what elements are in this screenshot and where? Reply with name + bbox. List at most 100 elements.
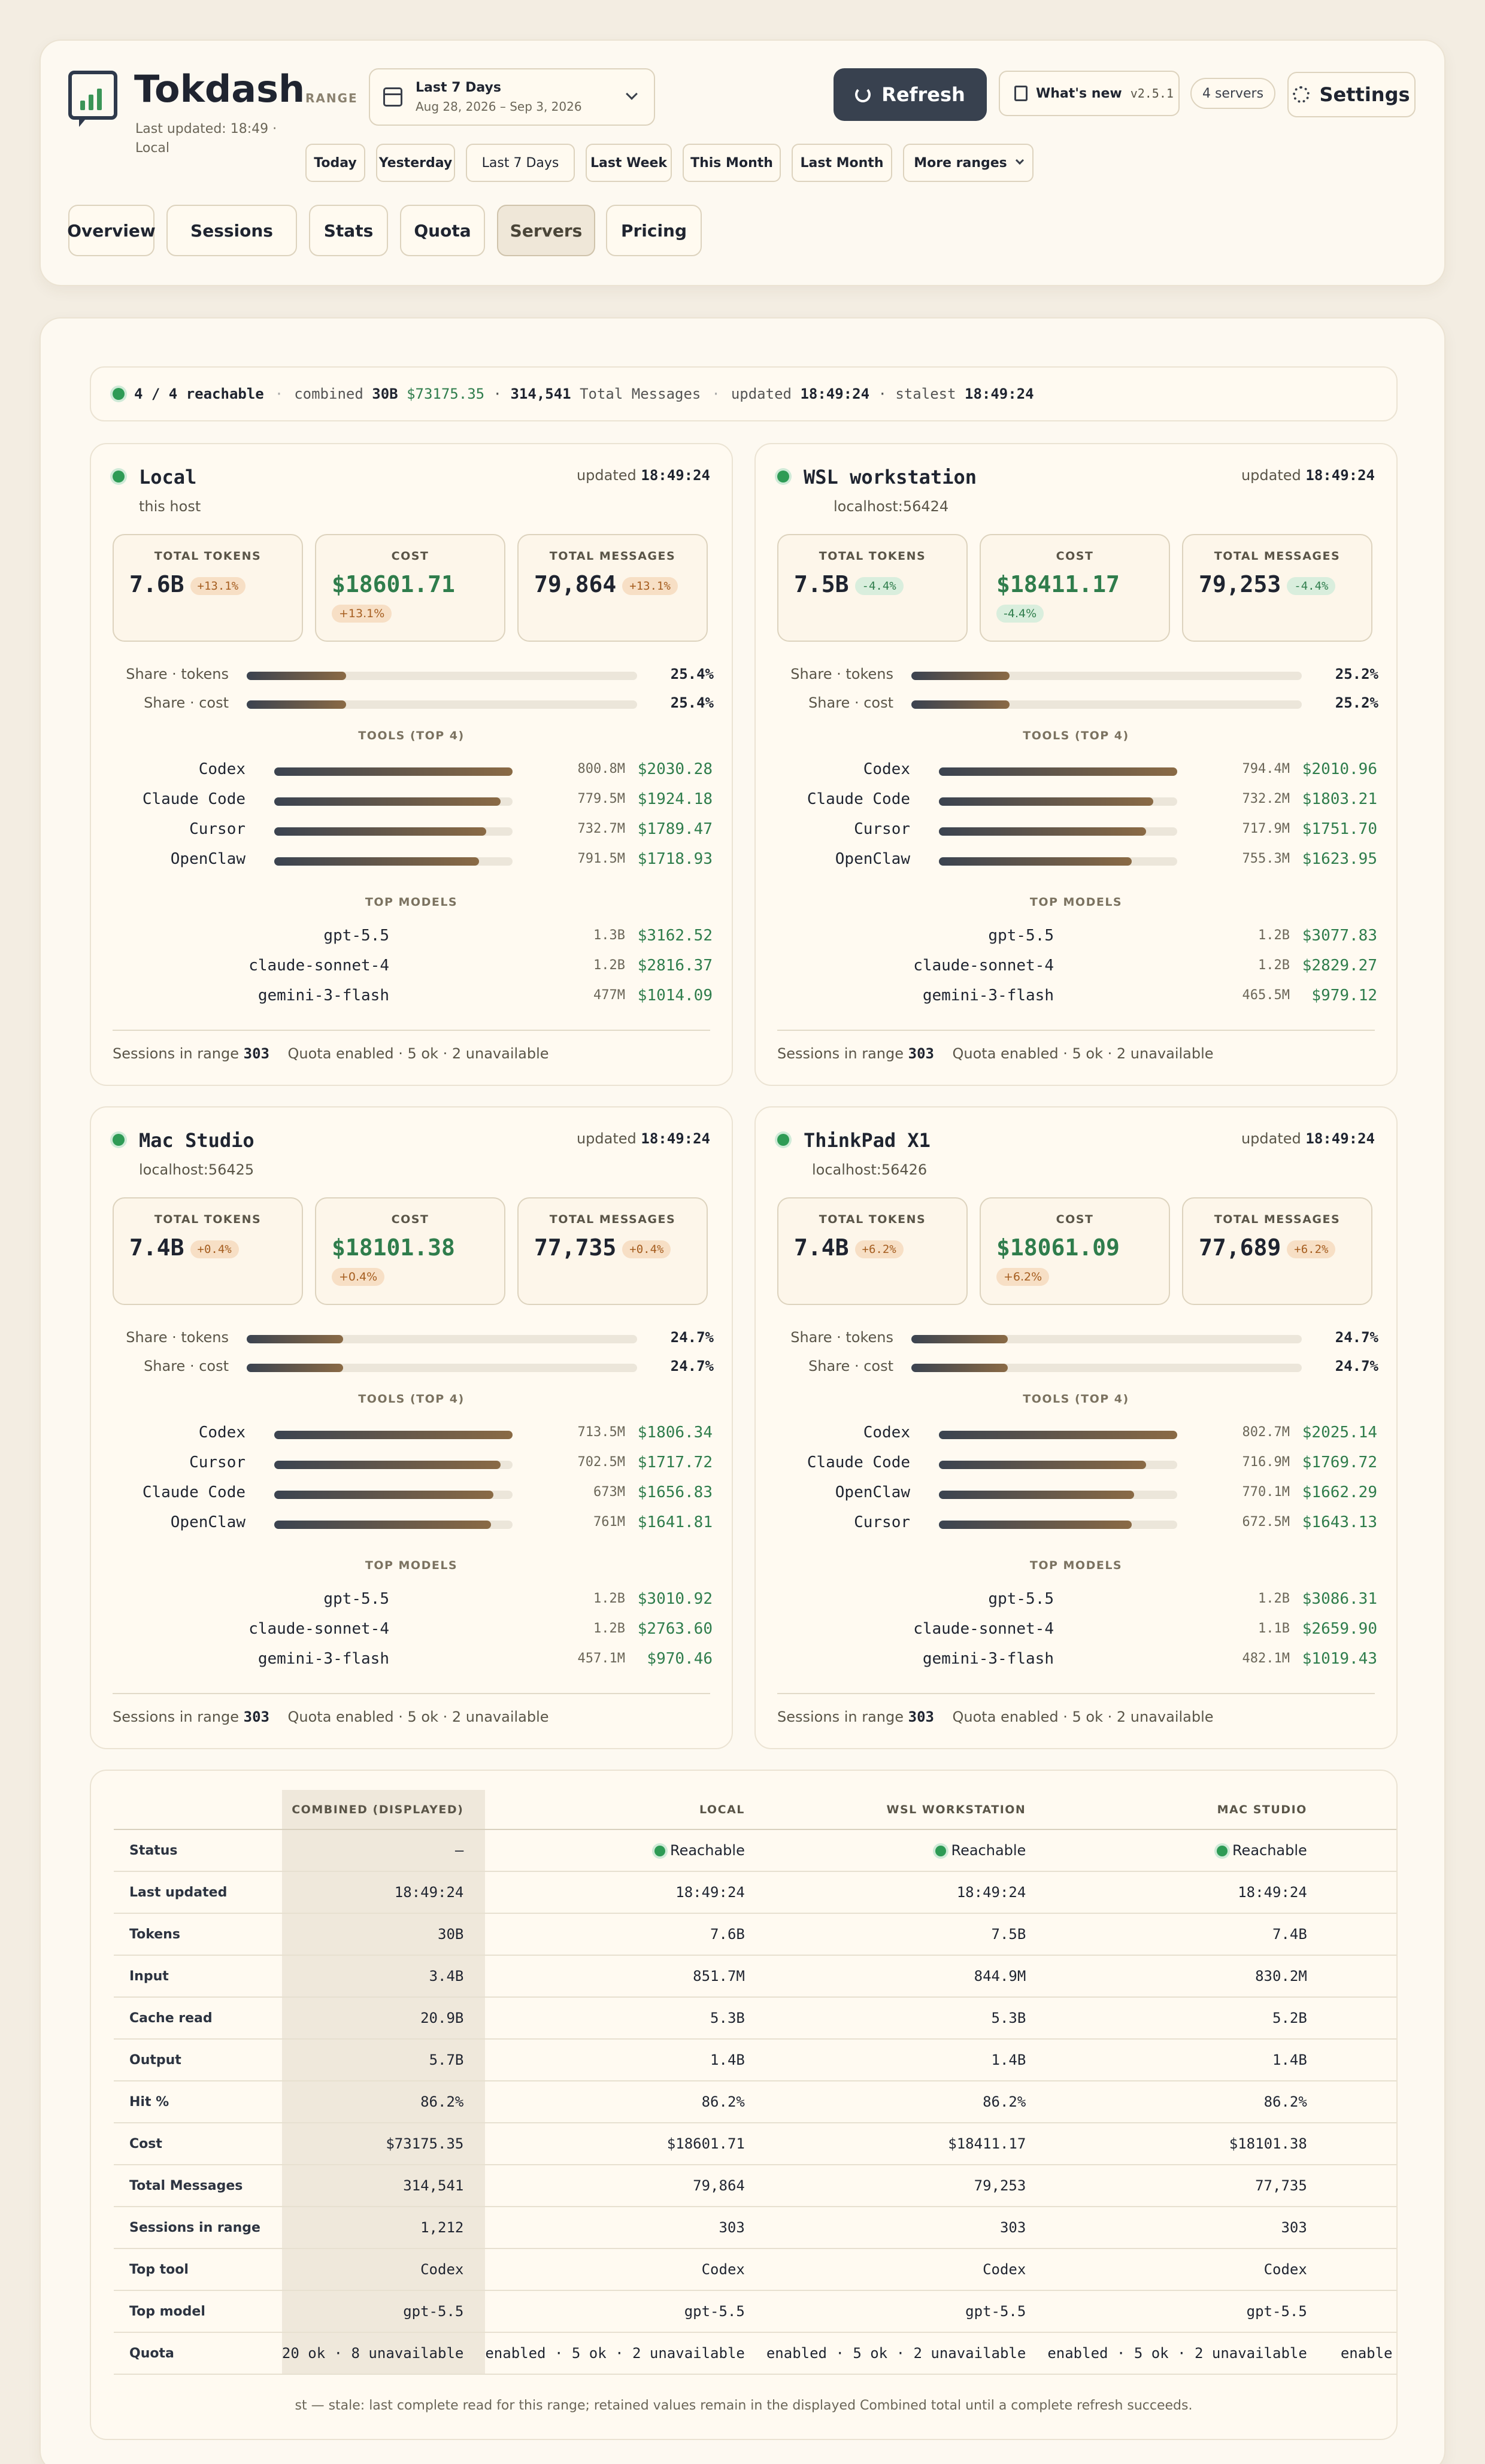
header-card: Tokdash Last updated: 18:49 · Local RANG… [40,40,1445,286]
tab-servers[interactable]: Servers [497,205,595,256]
tab-sessions[interactable]: Sessions [166,205,297,256]
tool-name: OpenClaw [835,1483,910,1501]
tool-cost: $1789.47 [637,820,713,838]
model-name: claude-sonnet-4 [913,1620,1054,1638]
whats-new-button[interactable]: What's new v2.5.1 [999,71,1180,116]
tool-row: Claude Code 673M $1656.83 [113,1483,713,1505]
server-card-mac-studio: Mac Studio localhost:56425 updated 18:49:2… [90,1106,733,1749]
range-select[interactable]: Last 7 Days Aug 28, 2026 – Sep 3, 2026 [369,68,655,126]
range-pill-today[interactable]: Today [305,144,365,182]
share-bar [247,700,637,709]
table-cell: 303 [766,2207,1048,2249]
model-cost: $2829.27 [1302,957,1377,975]
delta-badge: -4.4% [854,576,904,595]
tool-bar [274,767,513,776]
row-label: Top tool [114,2248,282,2291]
delta-badge: -4.4% [1287,576,1336,595]
messages-label: Total Messages [580,386,701,402]
tool-row: Codex 794.4M $2010.96 [777,760,1377,782]
tool-name: OpenClaw [170,850,246,868]
share-row: Share · cost 24.7% [786,1358,1378,1376]
share-label: Share · cost [144,1358,229,1374]
table-row: Tokens 30B 7.6B 7.5B 7.4B [114,1913,1396,1956]
status-dot-icon [113,388,125,400]
share-row: Share · tokens 24.7% [121,1329,714,1347]
stat-total-tokens: TOTAL TOKENS 7.6B +13.1% [113,534,303,642]
tool-bar [939,827,1177,836]
range-pill-last-7-days[interactable]: Last 7 Days [466,144,575,182]
tool-name: OpenClaw [170,1513,246,1531]
tool-row: Claude Code 716.9M $1769.72 [777,1453,1377,1475]
sessions-count: 303 [908,1045,934,1062]
table-cell: 86.2% [281,2081,486,2123]
tools-heading: TOOLS (TOP 4) [358,729,465,742]
row-label: Sessions in range [114,2207,282,2249]
stat-label: COST [1056,550,1094,563]
tool-cost: $1641.81 [637,1513,713,1531]
tab-quota[interactable]: Quota [400,205,485,256]
share-label: Share · tokens [126,1329,229,1346]
settings-button[interactable]: Settings [1287,72,1416,117]
reachable-count: 4 / 4 reachable [134,386,264,402]
share-row: Share · tokens 24.7% [786,1329,1378,1347]
column-header: MAC STUDIO [1047,1790,1329,1830]
share-bar [247,1335,637,1343]
model-row: claude-sonnet-4 1.2B $2763.60 [113,1620,713,1641]
refresh-icon [855,87,871,102]
tab-stats[interactable]: Stats [309,205,388,256]
sessions-label: Sessions in range [777,1045,904,1062]
column-header: WSL WORKSTATION [766,1790,1048,1830]
tool-bar [274,1521,513,1529]
row-label: Tokens [114,1913,282,1956]
model-cost: $3010.92 [637,1590,713,1608]
share-value: 24.7% [670,1329,714,1346]
server-name: WSL workstation [804,466,977,488]
tool-bar [274,1461,513,1469]
range-pill-last-month[interactable]: Last Month [792,144,892,182]
table-row: Top model gpt-5.5 gpt-5.5 gpt-5.5 gpt-5.5 [114,2290,1396,2333]
tab-overview[interactable]: Overview [67,205,156,256]
stat-value: 7.4B [129,1234,184,1261]
table-cell: 7.5B [766,1913,1048,1956]
share-value: 24.7% [670,1358,714,1374]
range-pill-last-week[interactable]: Last Week [586,144,672,182]
table-cell [1328,1829,1396,1872]
range-pill-yesterday[interactable]: Yesterday [376,144,455,182]
tool-cost: $1718.93 [637,850,713,868]
tool-tokens: 770.1M [1242,1485,1290,1500]
share-bar [911,672,1302,680]
share-bar [911,1364,1302,1372]
range-pill-more-ranges[interactable]: More ranges [903,144,1034,182]
model-row: gpt-5.5 1.2B $3086.31 [777,1590,1377,1612]
row-label: Input [114,1955,282,1998]
tool-name: Claude Code [807,790,910,808]
tab-pricing[interactable]: Pricing [606,205,702,256]
status-dot-icon [935,1846,947,1856]
tool-tokens: 755.3M [1242,851,1290,866]
table-cell [1328,2290,1396,2333]
row-label: Quota [114,2332,282,2375]
table-cell: 5.3B [485,1997,766,2040]
share-value: 25.2% [1335,694,1378,711]
tool-tokens: 761M [593,1515,625,1530]
range-pill-this-month[interactable]: This Month [683,144,781,182]
table-cell [1328,2165,1396,2207]
tool-bar [274,827,513,836]
tool-name: Cursor [189,820,246,838]
stat-label: TOTAL MESSAGES [549,550,676,563]
servers-count-badge[interactable]: 4 servers [1190,78,1275,109]
stat-label: TOTAL MESSAGES [1214,1213,1341,1226]
delta-badge: +6.2% [996,1268,1050,1286]
updated-label: updated [1241,467,1301,484]
share-row: Share · tokens 25.2% [786,666,1378,684]
table-cell: gpt-5.5 [281,2290,486,2333]
range-dates: Aug 28, 2026 – Sep 3, 2026 [416,99,582,114]
chevron-down-icon [626,88,638,100]
tool-tokens: 732.7M [577,821,625,836]
stat-value: $18601.71 [332,571,455,597]
refresh-button[interactable]: Refresh [834,68,987,121]
range-pill-label: Last 7 Days [481,155,559,171]
tool-bar [939,767,1177,776]
model-name: gpt-5.5 [323,1590,389,1608]
quota-status: Quota enabled · 5 ok · 2 unavailable [952,1045,1214,1062]
